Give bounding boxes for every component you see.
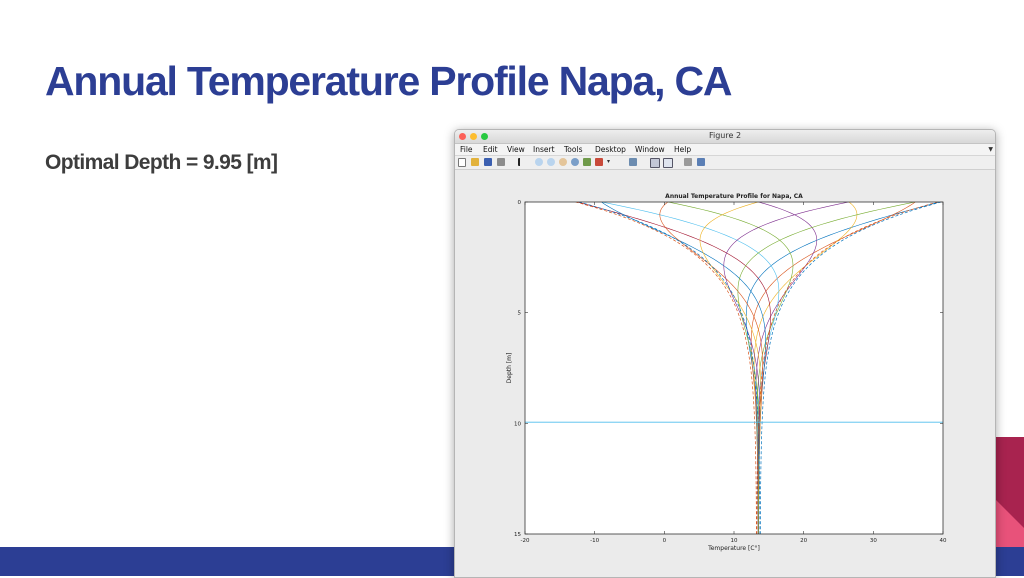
x-tick-label: 20: [800, 538, 807, 544]
window-titlebar[interactable]: Figure 2: [455, 130, 995, 144]
menu-bar: File Edit View Insert Tools Desktop Wind…: [455, 144, 995, 156]
zoom-in-icon[interactable]: [535, 158, 543, 166]
colorbar-icon[interactable]: [650, 158, 660, 168]
profile-curves: [525, 202, 943, 534]
slide-title: Annual Temperature Profile Napa, CA: [45, 58, 732, 104]
data-cursor-icon[interactable]: [583, 158, 591, 166]
optimal-depth-text: Optimal Depth = 9.95 [m]: [45, 151, 278, 174]
figure-window: Figure 2 File Edit View Insert Tools Des…: [454, 129, 996, 578]
axis-ticks: -20 -10 0 10 20 30 40 0 5 10 15: [514, 200, 947, 544]
menu-insert[interactable]: Insert: [533, 145, 555, 154]
temperature-profile-line: [601, 202, 766, 534]
menu-overflow-arrow-icon[interactable]: ▼: [988, 146, 993, 153]
legend-icon[interactable]: [663, 158, 673, 168]
new-file-icon[interactable]: [458, 158, 466, 167]
close-window-button[interactable]: [459, 133, 466, 140]
pan-icon[interactable]: [559, 158, 567, 166]
menu-view[interactable]: View: [507, 145, 525, 154]
x-tick-label: 30: [870, 538, 877, 544]
menu-desktop[interactable]: Desktop: [595, 145, 626, 154]
save-icon[interactable]: [484, 158, 492, 166]
chart-title: Annual Temperature Profile for Napa, CA: [665, 193, 803, 200]
axes-background: [525, 202, 943, 534]
menu-tools[interactable]: Tools: [564, 145, 583, 154]
temperature-profile-chart: -20 -10 0 10 20 30 40 0 5 10 15 Annual Temperature…: [506, 193, 947, 552]
decor-pink-shape: [993, 497, 1024, 547]
menu-window[interactable]: Window: [635, 145, 665, 154]
maximize-window-button[interactable]: [481, 133, 488, 140]
menu-edit[interactable]: Edit: [483, 145, 498, 154]
pointer-icon[interactable]: [518, 158, 524, 166]
brush-icon[interactable]: [595, 158, 603, 166]
print-icon[interactable]: [497, 158, 505, 166]
x-tick-label: 10: [731, 538, 738, 544]
y-axis-label: Depth [m]: [506, 353, 513, 384]
link-plot-icon[interactable]: [629, 158, 637, 166]
y-tick-label: 10: [514, 421, 521, 427]
menu-help[interactable]: Help: [674, 145, 692, 154]
y-tick-label: 0: [518, 200, 522, 206]
rotate-icon[interactable]: [571, 158, 579, 166]
y-tick-label: 15: [514, 532, 521, 538]
envelope-max-line: [759, 202, 942, 534]
hide-tools-icon[interactable]: [684, 158, 692, 166]
y-tick-label: 5: [518, 311, 522, 317]
x-tick-label: -10: [590, 538, 599, 544]
x-tick-label: 40: [940, 538, 947, 544]
envelope-min-line: [578, 202, 761, 534]
x-axis-label: Temperature [C°]: [707, 545, 760, 552]
brush-dropdown-icon[interactable]: ▾: [607, 159, 611, 165]
window-title: Figure 2: [708, 131, 742, 140]
envelope-min-line: [575, 202, 757, 534]
envelope-max-line: [756, 202, 938, 534]
x-tick-label: 0: [663, 538, 667, 544]
zoom-out-icon[interactable]: [547, 158, 555, 166]
open-folder-icon[interactable]: [471, 158, 479, 166]
minimize-window-button[interactable]: [470, 133, 477, 140]
menu-file[interactable]: File: [460, 145, 473, 154]
figure-toolbar: ▾: [455, 156, 995, 170]
x-tick-label: -20: [521, 538, 530, 544]
show-tools-icon[interactable]: [697, 158, 705, 166]
